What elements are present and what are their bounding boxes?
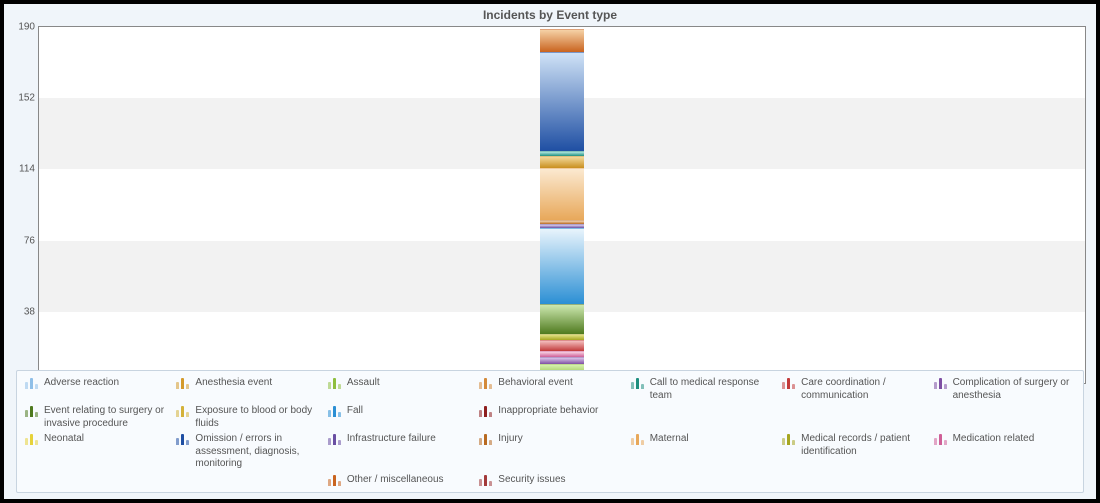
legend-swatch-icon bbox=[176, 378, 190, 389]
bar-segment bbox=[540, 357, 584, 364]
legend-label: Injury bbox=[498, 433, 620, 446]
legend-item: Fall bbox=[328, 405, 469, 418]
legend-item: Maternal bbox=[631, 433, 772, 446]
bar-segment bbox=[540, 304, 584, 334]
legend-label: Maternal bbox=[650, 433, 772, 446]
legend-swatch-icon bbox=[479, 475, 493, 486]
legend-item: Care coordination / communication bbox=[782, 377, 923, 402]
bar-segment bbox=[540, 52, 584, 151]
legend-swatch-icon bbox=[631, 378, 645, 389]
legend-swatch-icon bbox=[328, 406, 342, 417]
legend-swatch-icon bbox=[25, 378, 39, 389]
bar-segment bbox=[540, 340, 584, 351]
legend-item: Behavioral event bbox=[479, 377, 620, 390]
plot-area: 03876114152190 Event type bbox=[38, 26, 1086, 384]
legend-label: Inappropriate behavior bbox=[498, 405, 620, 418]
legend-item: Adverse reaction bbox=[25, 377, 166, 390]
legend-label: Medication related bbox=[953, 433, 1075, 446]
legend-swatch-icon bbox=[479, 406, 493, 417]
bar-segment bbox=[540, 29, 584, 51]
legend-swatch-icon bbox=[934, 378, 948, 389]
legend-swatch-icon bbox=[328, 434, 342, 445]
legend-label: Call to medical response team bbox=[650, 377, 772, 402]
legend-label: Medical records / patient identification bbox=[801, 433, 923, 458]
legend-label: Neonatal bbox=[44, 433, 166, 446]
legend-swatch-icon bbox=[176, 434, 190, 445]
legend-label: Other / miscellaneous bbox=[347, 474, 469, 487]
legend-item: Event relating to surgery or invasive pr… bbox=[25, 405, 166, 430]
legend-label: Behavioral event bbox=[498, 377, 620, 390]
legend-swatch-icon bbox=[479, 378, 493, 389]
legend-item: Injury bbox=[479, 433, 620, 446]
legend-swatch-icon bbox=[934, 434, 948, 445]
legend-swatch-icon bbox=[25, 434, 39, 445]
legend: Adverse reaction Anesthesia event Assault B… bbox=[16, 370, 1084, 493]
legend-label: Security issues bbox=[498, 474, 620, 487]
stacked-bar bbox=[540, 29, 584, 383]
y-tick-label: 114 bbox=[19, 164, 39, 175]
bar-segment bbox=[540, 168, 584, 220]
legend-label: Assault bbox=[347, 377, 469, 390]
chart-title: Incidents by Event type bbox=[4, 4, 1096, 24]
legend-item: Assault bbox=[328, 377, 469, 390]
legend-item: Medication related bbox=[934, 433, 1075, 446]
legend-swatch-icon bbox=[328, 475, 342, 486]
legend-item: Complication of surgery or anesthesia bbox=[934, 377, 1075, 402]
plot: 03876114152190 bbox=[38, 26, 1086, 384]
legend-label: Complication of surgery or anesthesia bbox=[953, 377, 1075, 402]
legend-label: Omission / errors in assessment, diagnos… bbox=[195, 433, 317, 471]
y-tick-label: 76 bbox=[24, 235, 39, 246]
legend-item: Infrastructure failure bbox=[328, 433, 469, 446]
legend-label: Infrastructure failure bbox=[347, 433, 469, 446]
legend-item: Medical records / patient identification bbox=[782, 433, 923, 458]
legend-label: Event relating to surgery or invasive pr… bbox=[44, 405, 166, 430]
legend-swatch-icon bbox=[328, 378, 342, 389]
legend-item: Neonatal bbox=[25, 433, 166, 446]
y-tick-label: 152 bbox=[18, 93, 39, 104]
y-tick-label: 38 bbox=[24, 306, 39, 317]
legend-swatch-icon bbox=[479, 434, 493, 445]
legend-swatch-icon bbox=[782, 378, 796, 389]
legend-item: Security issues bbox=[479, 474, 620, 487]
legend-item: Omission / errors in assessment, diagnos… bbox=[176, 433, 317, 471]
chart-panel: Incidents by Event type 03876114152190 E… bbox=[3, 3, 1097, 500]
legend-item: Other / miscellaneous bbox=[328, 474, 469, 487]
legend-item: Anesthesia event bbox=[176, 377, 317, 390]
legend-label: Exposure to blood or body fluids bbox=[195, 405, 317, 430]
legend-swatch-icon bbox=[176, 406, 190, 417]
legend-item: Inappropriate behavior bbox=[479, 405, 620, 418]
bar-segment bbox=[540, 228, 584, 305]
legend-label: Anesthesia event bbox=[195, 377, 317, 390]
y-tick-label: 190 bbox=[18, 22, 39, 33]
legend-swatch-icon bbox=[631, 434, 645, 445]
legend-label: Fall bbox=[347, 405, 469, 418]
legend-swatch-icon bbox=[25, 406, 39, 417]
legend-item: Call to medical response team bbox=[631, 377, 772, 402]
bar-segment bbox=[540, 156, 584, 167]
legend-swatch-icon bbox=[782, 434, 796, 445]
legend-label: Care coordination / communication bbox=[801, 377, 923, 402]
legend-label: Adverse reaction bbox=[44, 377, 166, 390]
legend-item: Exposure to blood or body fluids bbox=[176, 405, 317, 430]
